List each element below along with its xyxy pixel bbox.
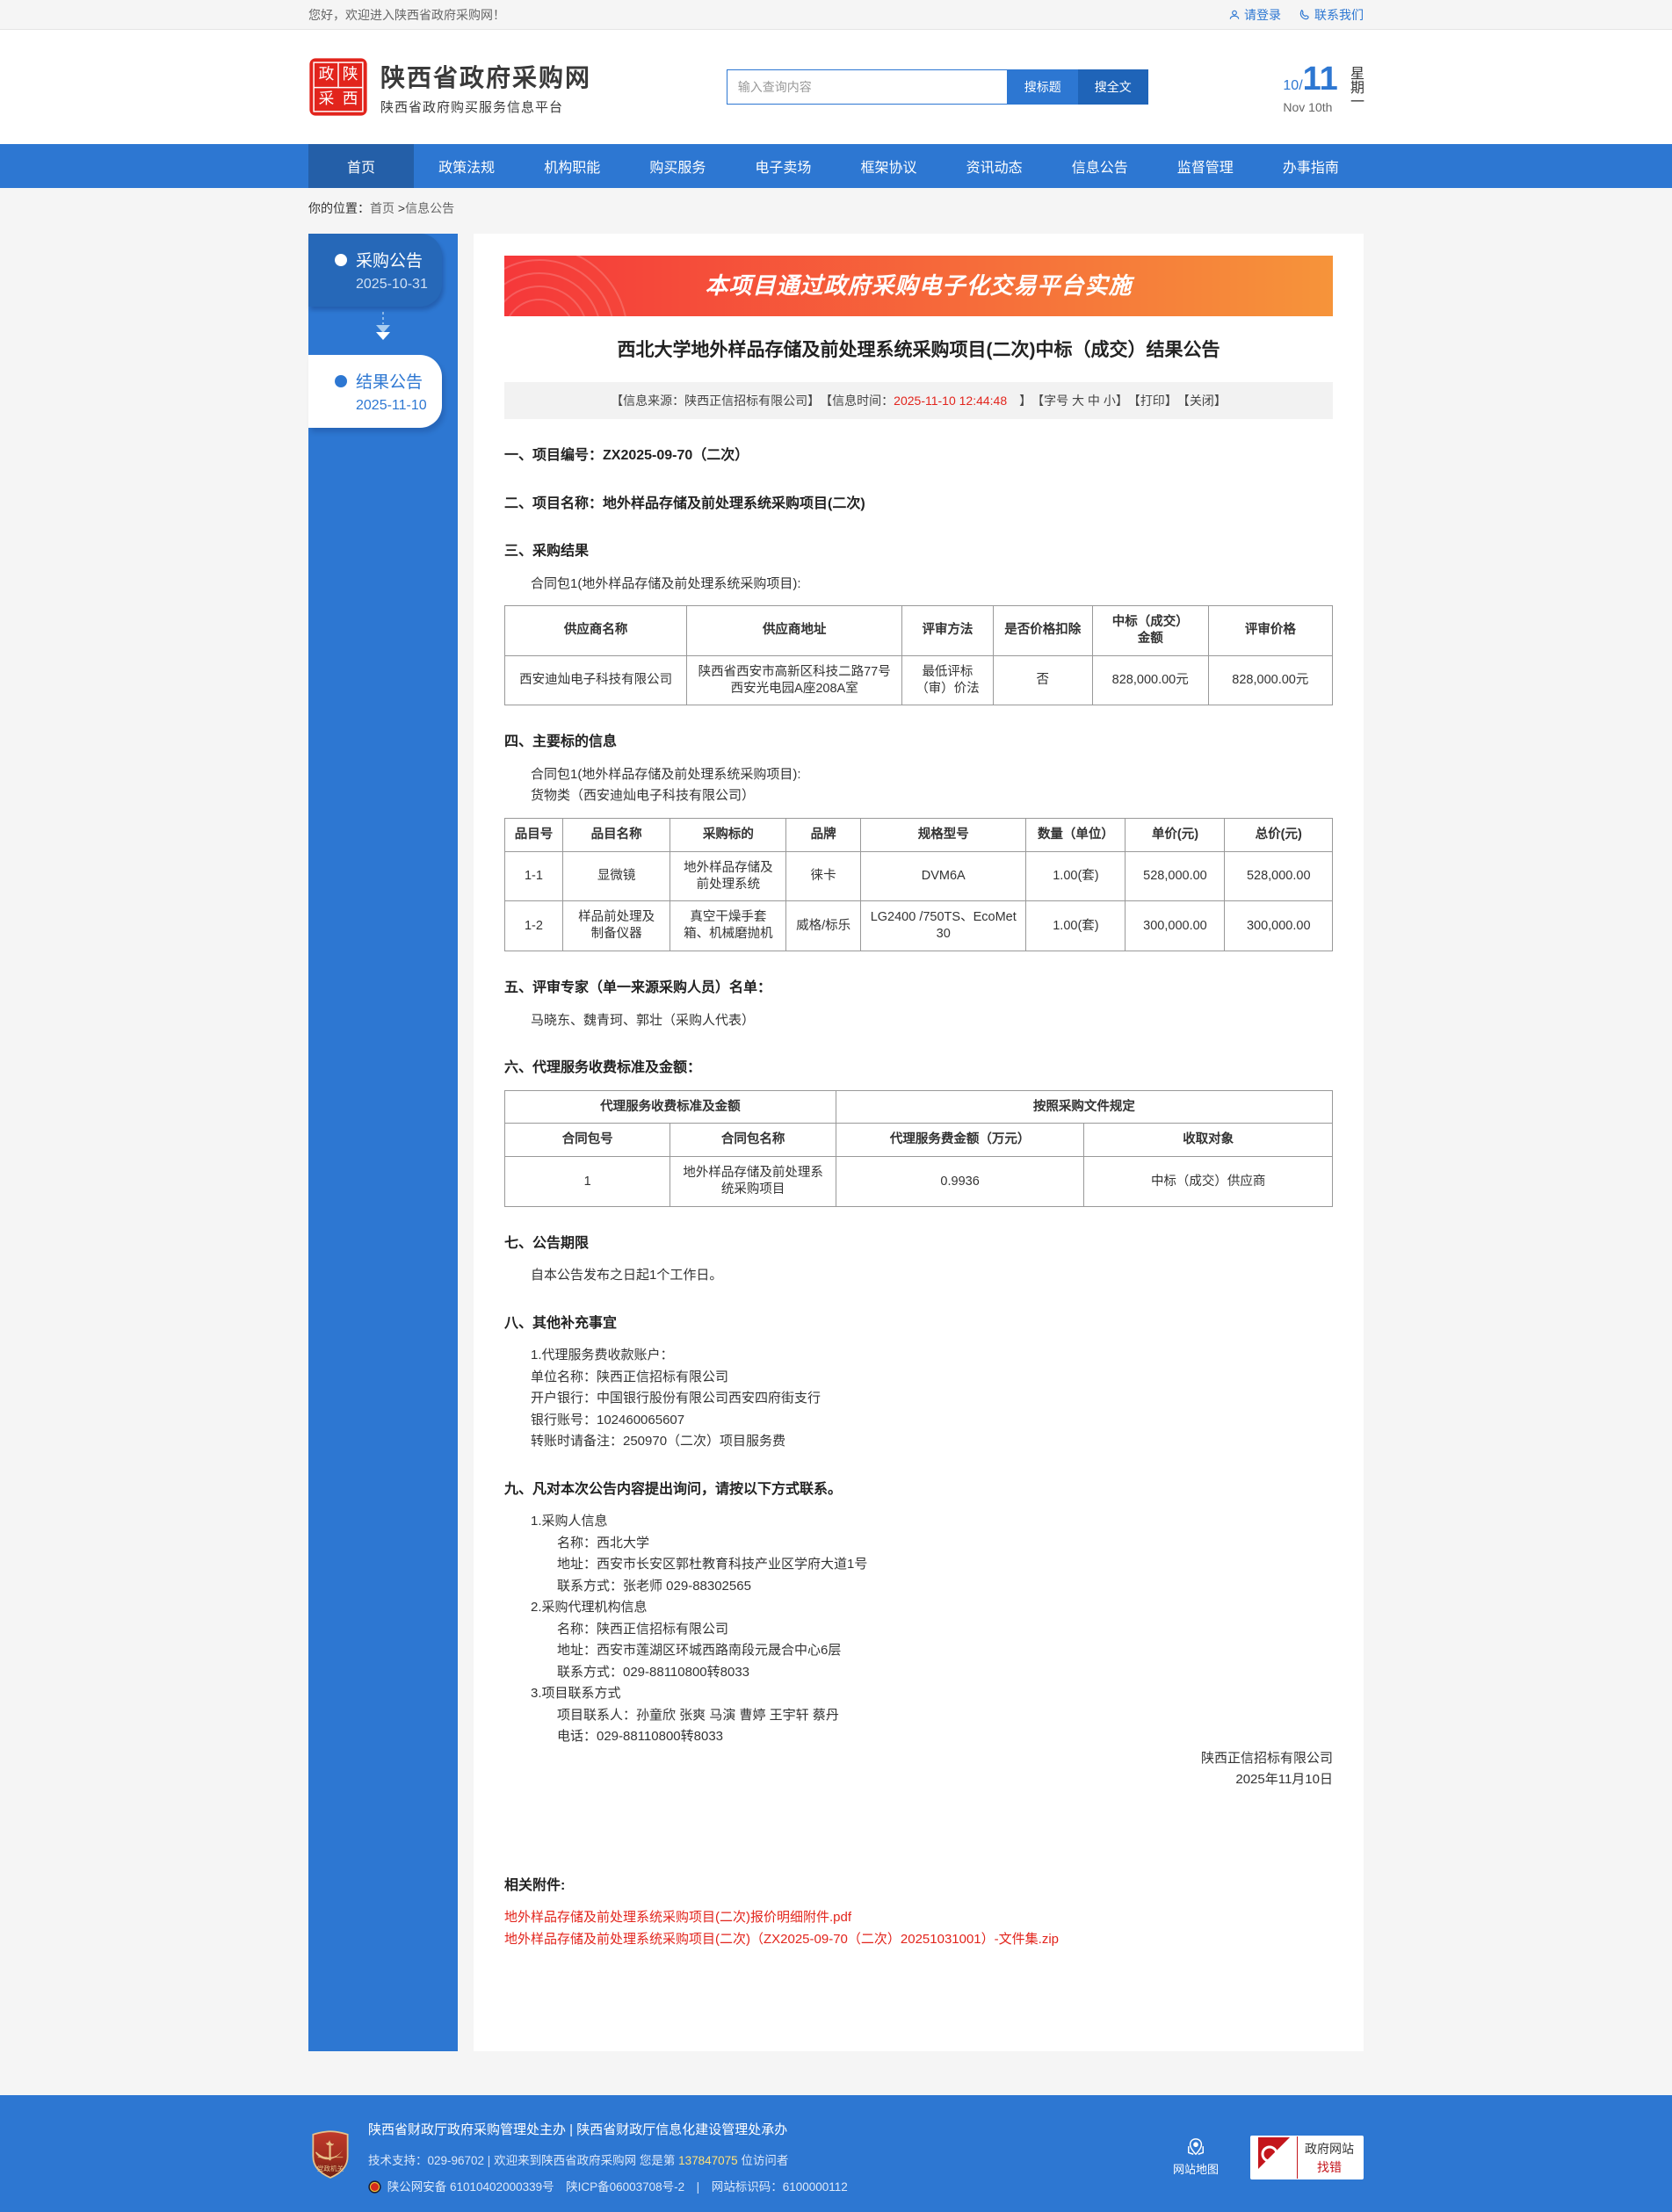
svg-text:西: 西 <box>343 90 358 107</box>
svg-text:政: 政 <box>319 65 335 83</box>
svg-text:采: 采 <box>319 90 335 107</box>
svg-text:陕: 陕 <box>343 65 358 83</box>
svg-text:党政机关: 党政机关 <box>317 2164 344 2172</box>
